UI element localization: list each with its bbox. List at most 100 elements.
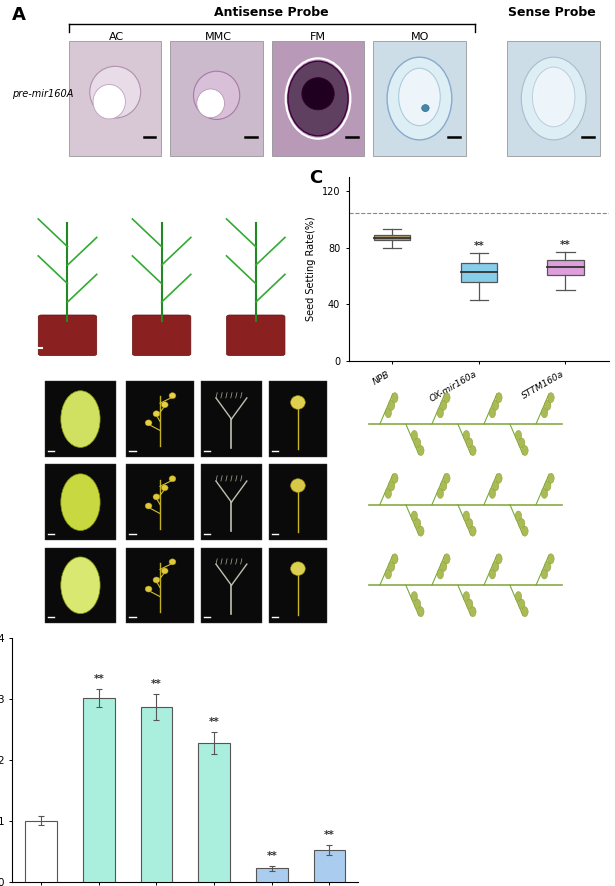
Text: FM: FM [311,32,327,42]
Ellipse shape [169,559,176,565]
Bar [126,464,194,540]
Ellipse shape [493,400,499,410]
Ellipse shape [392,392,398,403]
Ellipse shape [518,518,525,529]
Ellipse shape [291,396,305,409]
Bar [126,381,194,457]
Ellipse shape [470,446,476,455]
Text: OX-mir160a-7ᵃ: OX-mir160a-7ᵃ [596,482,601,527]
Bar [507,41,600,156]
Bar [269,464,327,540]
Text: **: ** [474,241,484,251]
Ellipse shape [418,526,424,536]
Ellipse shape [493,481,499,491]
Ellipse shape [544,562,551,571]
Bar [374,235,410,240]
Ellipse shape [392,473,398,483]
Ellipse shape [153,411,160,416]
Ellipse shape [548,392,554,403]
Ellipse shape [466,438,473,448]
Ellipse shape [161,401,168,408]
Bar [200,464,262,540]
Ellipse shape [291,478,305,493]
Ellipse shape [411,511,418,521]
Bar [141,707,172,882]
Ellipse shape [489,569,496,579]
Ellipse shape [90,66,141,118]
Ellipse shape [388,562,395,571]
Text: NPB: NPB [24,409,30,424]
Ellipse shape [61,474,100,531]
Ellipse shape [440,481,447,491]
Text: **: ** [266,851,277,861]
Ellipse shape [541,488,548,499]
Ellipse shape [463,431,470,440]
Text: MMC: MMC [205,32,232,42]
Ellipse shape [533,67,575,127]
Ellipse shape [169,392,176,399]
Ellipse shape [388,400,395,410]
Text: A: A [12,6,26,24]
Ellipse shape [291,562,305,575]
Ellipse shape [548,554,554,563]
Ellipse shape [302,78,334,110]
Ellipse shape [496,392,502,403]
Text: **: ** [93,673,104,684]
Text: C: C [309,169,323,187]
Bar [83,698,114,882]
Ellipse shape [418,607,424,617]
Bar [25,820,57,882]
FancyBboxPatch shape [38,315,97,355]
Ellipse shape [288,61,348,136]
FancyBboxPatch shape [226,315,285,355]
Ellipse shape [522,607,528,617]
Y-axis label: Seed Setting Rate(%): Seed Setting Rate(%) [306,216,316,322]
Ellipse shape [496,473,502,483]
Ellipse shape [440,562,447,571]
Bar [200,381,262,457]
Ellipse shape [496,554,502,563]
Ellipse shape [548,473,554,483]
Ellipse shape [437,408,443,418]
Ellipse shape [518,599,525,610]
Bar [45,464,116,540]
Ellipse shape [161,485,168,491]
Bar [170,41,263,156]
Ellipse shape [145,503,152,509]
Text: STTM160-1ᵃ: STTM160-1ᵃ [596,566,601,604]
Bar [126,548,194,623]
Ellipse shape [411,592,418,602]
Text: AC: AC [109,32,124,42]
Bar [314,850,346,882]
Ellipse shape [443,554,450,563]
Text: **: ** [324,830,335,840]
Ellipse shape [411,431,418,440]
Text: NIP: NIP [61,184,74,193]
Ellipse shape [489,488,496,499]
Ellipse shape [145,420,152,426]
Text: B: B [15,180,29,198]
Ellipse shape [197,89,224,118]
Bar [256,868,288,882]
Ellipse shape [169,476,176,482]
Ellipse shape [388,481,395,491]
Ellipse shape [437,488,443,499]
FancyBboxPatch shape [132,315,191,355]
Ellipse shape [392,554,398,563]
Ellipse shape [194,71,240,120]
Text: NPB: NPB [596,418,601,431]
Ellipse shape [522,446,528,455]
Ellipse shape [493,562,499,571]
Ellipse shape [541,569,548,579]
Ellipse shape [544,400,551,410]
Ellipse shape [61,557,100,614]
Text: Sense Probe: Sense Probe [509,6,596,19]
Ellipse shape [518,438,525,448]
Bar [198,742,230,882]
Text: OX-mir160a-7ᵃ: OX-mir160a-7ᵃ [134,184,189,193]
Text: D: D [15,377,31,394]
Ellipse shape [399,68,440,126]
Ellipse shape [440,400,447,410]
Text: pre-mir160A: pre-mir160A [12,89,74,98]
Ellipse shape [415,518,421,529]
